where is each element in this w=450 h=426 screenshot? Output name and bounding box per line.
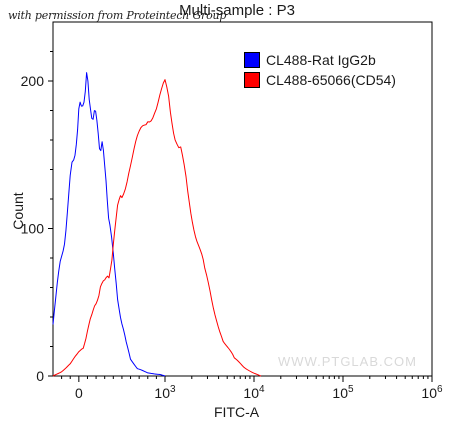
legend-swatch-isotype <box>244 52 260 68</box>
legend-item-cd54: CL488-65066(CD54) <box>244 70 396 90</box>
x-tick-label: 106 <box>421 384 443 401</box>
legend-item-isotype: CL488-Rat IgG2b <box>244 50 396 70</box>
y-tick-label: 200 <box>21 73 45 89</box>
legend-label-isotype: CL488-Rat IgG2b <box>266 52 376 68</box>
y-axis-label: Count <box>10 192 26 230</box>
legend-label-cd54: CL488-65066(CD54) <box>266 72 396 88</box>
watermark: WWW.PTGLAB.COM <box>278 354 417 369</box>
x-tick-label: 105 <box>332 384 354 401</box>
y-tick-label: 0 <box>36 368 44 384</box>
permission-note: with permission from Proteintech Group <box>8 9 227 22</box>
x-tick-label: 104 <box>243 384 265 401</box>
legend: CL488-Rat IgG2b CL488-65066(CD54) <box>244 50 396 90</box>
y-tick-label: 100 <box>21 221 45 237</box>
legend-swatch-cd54 <box>244 72 260 88</box>
x-axis-label: FITC-A <box>214 404 260 420</box>
chart-title: Multi-sample : P3 <box>179 2 295 19</box>
y-axis: 0 100 200 <box>21 51 53 384</box>
series-line-0 <box>52 72 166 377</box>
x-tick-label: 103 <box>154 384 176 401</box>
x-tick-label: 0 <box>75 385 83 401</box>
series-layer <box>52 72 262 377</box>
series-line-1 <box>52 79 262 377</box>
x-axis: 0 103 104 105 106 <box>61 376 443 401</box>
